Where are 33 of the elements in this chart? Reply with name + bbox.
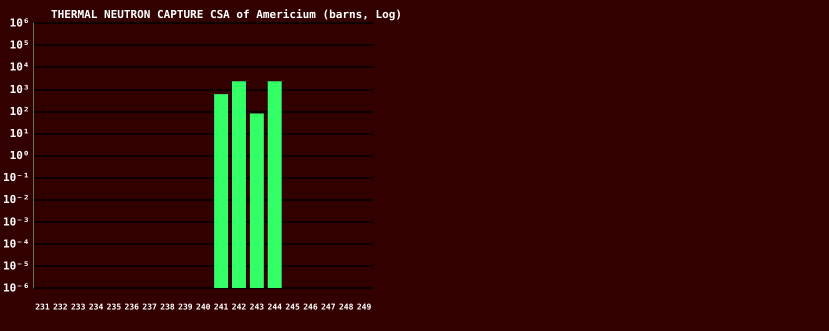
- y-tick-label: 10⁻²: [2, 193, 30, 206]
- x-tick-label: 233: [70, 302, 86, 312]
- y-tick-label: 10⁴: [10, 60, 30, 74]
- chart-title: THERMAL NEUTRON CAPTURE CSA of Americium (barns, Log): [51, 8, 402, 21]
- x-tick-label: 237: [142, 302, 158, 312]
- x-tick-label: 246: [303, 302, 318, 312]
- y-tick-label: 10⁶: [10, 16, 30, 30]
- x-tick-label: 236: [124, 302, 140, 312]
- x-tick-label: 235: [106, 302, 122, 312]
- x-tick-label: 249: [356, 302, 372, 312]
- y-tick-label: 10¹: [10, 126, 30, 140]
- y-tick-label: 10⁻⁴: [2, 237, 30, 250]
- y-tick-label: 10⁻⁶: [2, 282, 30, 294]
- x-tick-label: 231: [35, 302, 50, 312]
- x-tick-label: 241: [214, 302, 229, 312]
- x-tick-label: 247: [321, 302, 336, 312]
- y-tick-label: 10⁻¹: [2, 171, 30, 184]
- y-tick-label: 10⁰: [10, 149, 30, 162]
- x-tick-label: 243: [250, 302, 264, 312]
- x-tick-label: 240: [196, 302, 211, 312]
- x-tick-label: 239: [178, 302, 193, 312]
- x-tick-label: 238: [160, 302, 175, 312]
- y-tick-label: 10⁻⁵: [2, 259, 30, 272]
- x-tick-label: 232: [53, 302, 68, 312]
- y-tick-label: 10⁻³: [2, 215, 30, 228]
- y-tick-label: 10²: [10, 104, 30, 118]
- x-tick-label: 244: [267, 302, 282, 312]
- x-tick-label: 245: [285, 302, 300, 312]
- y-tick-label: 10⁵: [10, 38, 30, 52]
- y-tick-label: 10³: [10, 82, 30, 96]
- x-tick-label: 242: [232, 302, 246, 312]
- x-tick-label: 248: [338, 302, 354, 312]
- x-tick-label: 234: [88, 302, 104, 312]
